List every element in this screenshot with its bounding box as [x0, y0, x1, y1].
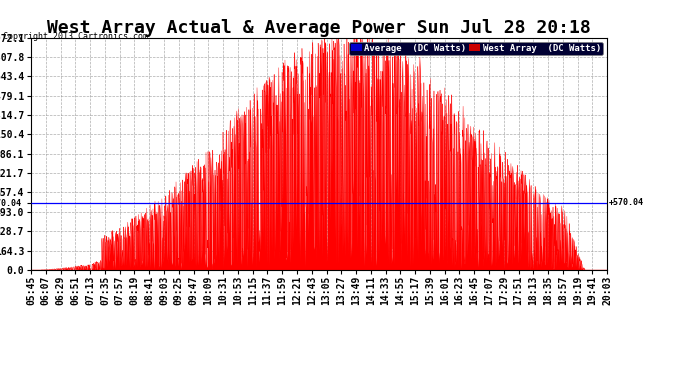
Text: Copyright 2013 Cartronics.com: Copyright 2013 Cartronics.com: [3, 32, 148, 41]
Legend: Average  (DC Watts), West Array  (DC Watts): Average (DC Watts), West Array (DC Watts…: [349, 42, 602, 55]
Text: +570.04: +570.04: [609, 198, 644, 207]
Title: West Array Actual & Average Power Sun Jul 28 20:18: West Array Actual & Average Power Sun Ju…: [47, 20, 591, 38]
